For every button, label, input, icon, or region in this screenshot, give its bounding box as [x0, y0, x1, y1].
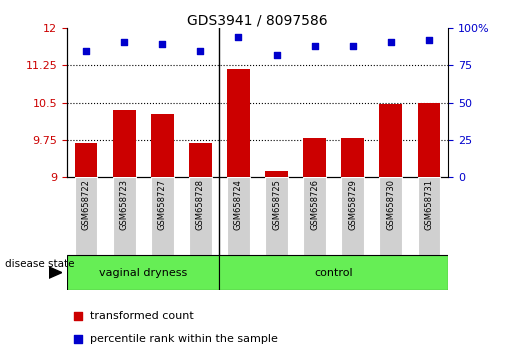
Bar — [75, 177, 97, 255]
Text: GSM658723: GSM658723 — [119, 179, 129, 230]
Bar — [227, 69, 250, 177]
Point — [158, 41, 166, 47]
Bar — [265, 171, 288, 177]
Bar — [380, 104, 402, 177]
Bar — [418, 103, 440, 177]
Point — [234, 34, 243, 40]
Point — [425, 38, 433, 43]
Point — [74, 336, 82, 342]
Point — [82, 48, 90, 53]
Text: GSM658722: GSM658722 — [81, 179, 91, 230]
Bar — [341, 138, 364, 177]
Title: GDS3941 / 8097586: GDS3941 / 8097586 — [187, 13, 328, 27]
Text: transformed count: transformed count — [90, 311, 194, 321]
Text: percentile rank within the sample: percentile rank within the sample — [90, 334, 278, 344]
Bar — [380, 177, 402, 255]
Point — [74, 313, 82, 319]
Text: GSM658724: GSM658724 — [234, 179, 243, 230]
Text: GSM658728: GSM658728 — [196, 179, 205, 230]
Point — [120, 39, 128, 45]
Text: disease state: disease state — [5, 259, 75, 269]
Text: GSM658726: GSM658726 — [310, 179, 319, 230]
Text: GSM658731: GSM658731 — [424, 179, 434, 230]
Bar — [303, 177, 326, 255]
Text: GSM658727: GSM658727 — [158, 179, 167, 230]
Bar — [151, 114, 174, 177]
Bar — [75, 143, 97, 177]
Bar — [113, 110, 135, 177]
Polygon shape — [49, 267, 62, 278]
Bar — [265, 177, 288, 255]
Text: GSM658730: GSM658730 — [386, 179, 396, 230]
Point — [387, 39, 395, 45]
Bar — [303, 138, 326, 177]
Point — [349, 43, 357, 48]
Bar — [151, 177, 174, 255]
Bar — [418, 177, 440, 255]
Bar — [219, 255, 448, 290]
Point — [311, 43, 319, 48]
Bar — [113, 177, 135, 255]
Bar — [227, 177, 250, 255]
Bar — [189, 143, 212, 177]
Point — [272, 52, 281, 57]
Text: GSM658725: GSM658725 — [272, 179, 281, 230]
Bar — [189, 177, 212, 255]
Bar — [341, 177, 364, 255]
Text: control: control — [314, 268, 353, 278]
Text: vaginal dryness: vaginal dryness — [99, 268, 187, 278]
Point — [196, 48, 204, 53]
Text: GSM658729: GSM658729 — [348, 179, 357, 230]
Bar — [67, 255, 219, 290]
